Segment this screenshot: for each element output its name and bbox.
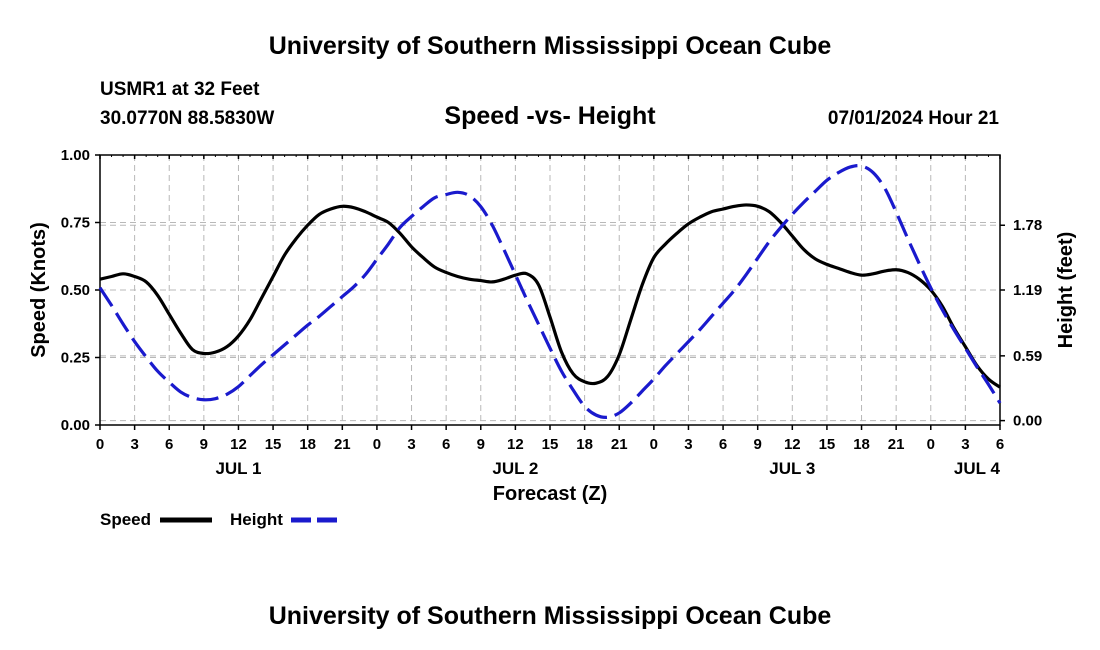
series-line-height bbox=[98, 164, 1002, 420]
x-tick-label: 9 bbox=[477, 436, 485, 453]
x-tick-label: 9 bbox=[200, 436, 208, 453]
x-tick-label: 15 bbox=[265, 436, 282, 453]
y-axis-label: Speed (Knots) bbox=[28, 222, 50, 358]
x-tick-label: 0 bbox=[373, 436, 381, 453]
run-time-label: 07/01/2024 Hour 21 bbox=[828, 108, 1000, 129]
x-tick-label: 0 bbox=[650, 436, 658, 453]
y2-tick-label: 0.59 bbox=[1013, 348, 1042, 365]
day-label: JUL 3 bbox=[769, 459, 815, 478]
x-tick-label: 18 bbox=[853, 436, 870, 453]
y-tick-label: 0.25 bbox=[61, 350, 90, 367]
x-tick-label: 0 bbox=[96, 436, 104, 453]
day-label: JUL 2 bbox=[492, 459, 538, 478]
x-tick-label: 12 bbox=[784, 436, 801, 453]
x-tick-label: 6 bbox=[719, 436, 727, 453]
chart-title: Speed -vs- Height bbox=[444, 102, 656, 130]
y2-axis-label: Height (feet) bbox=[1055, 232, 1077, 349]
x-axis-label: Forecast (Z) bbox=[493, 483, 607, 505]
station-label: USMR1 at 32 Feet bbox=[100, 79, 260, 100]
x-tick-label: 0 bbox=[927, 436, 935, 453]
legend-speed-label: Speed bbox=[100, 510, 151, 529]
x-tick-label: 21 bbox=[334, 436, 351, 453]
x-tick-label: 3 bbox=[684, 436, 692, 453]
x-tick-label: 3 bbox=[961, 436, 969, 453]
y-tick-label: 0.50 bbox=[61, 282, 90, 299]
grid-lines bbox=[100, 155, 1000, 425]
x-axis-ticks: 0 3 6 9 12 15 18 21 0 3 6 9 12 15 18 21 0 3 6 9 12 15 18 21 0 3 6 bbox=[96, 155, 1004, 453]
y-tick-label: 1.00 bbox=[61, 147, 90, 164]
series-layer bbox=[98, 164, 1002, 420]
y2-axis-ticks: 0.00 0.59 1.19 1.78 bbox=[1000, 217, 1042, 430]
x-tick-label: 3 bbox=[130, 436, 138, 453]
x-tick-label: 18 bbox=[576, 436, 593, 453]
y-tick-label: 0.75 bbox=[61, 215, 90, 232]
legend-height-label: Height bbox=[230, 510, 283, 529]
legend: Speed Height bbox=[100, 510, 343, 529]
page-title-bottom: University of Southern Mississippi Ocean… bbox=[269, 602, 832, 630]
x-tick-label: 6 bbox=[996, 436, 1004, 453]
day-label: JUL 1 bbox=[215, 459, 261, 478]
y2-tick-label: 1.19 bbox=[1013, 282, 1042, 299]
x-tick-label: 12 bbox=[507, 436, 524, 453]
y2-tick-label: 1.78 bbox=[1013, 217, 1042, 234]
location-label: 30.0770N 88.5830W bbox=[100, 108, 274, 129]
day-label: JUL 4 bbox=[954, 459, 1001, 478]
x-tick-label: 6 bbox=[165, 436, 173, 453]
x-tick-label: 15 bbox=[542, 436, 559, 453]
y-axis-ticks: 0.00 0.25 0.50 0.75 1.00 bbox=[61, 147, 100, 434]
x-tick-label: 12 bbox=[230, 436, 247, 453]
page-title-top: University of Southern Mississippi Ocean… bbox=[269, 32, 832, 60]
x-tick-label: 9 bbox=[754, 436, 762, 453]
y2-tick-label: 0.00 bbox=[1013, 413, 1042, 430]
series-line-speed bbox=[99, 203, 1001, 389]
x-tick-label: 18 bbox=[299, 436, 316, 453]
x-tick-label: 15 bbox=[819, 436, 836, 453]
day-labels: JUL 1 JUL 2 JUL 3 JUL 4 bbox=[215, 459, 1000, 478]
x-tick-label: 21 bbox=[888, 436, 905, 453]
x-tick-label: 21 bbox=[611, 436, 628, 453]
x-tick-label: 3 bbox=[407, 436, 415, 453]
y-tick-label: 0.00 bbox=[61, 417, 90, 434]
x-tick-label: 6 bbox=[442, 436, 450, 453]
